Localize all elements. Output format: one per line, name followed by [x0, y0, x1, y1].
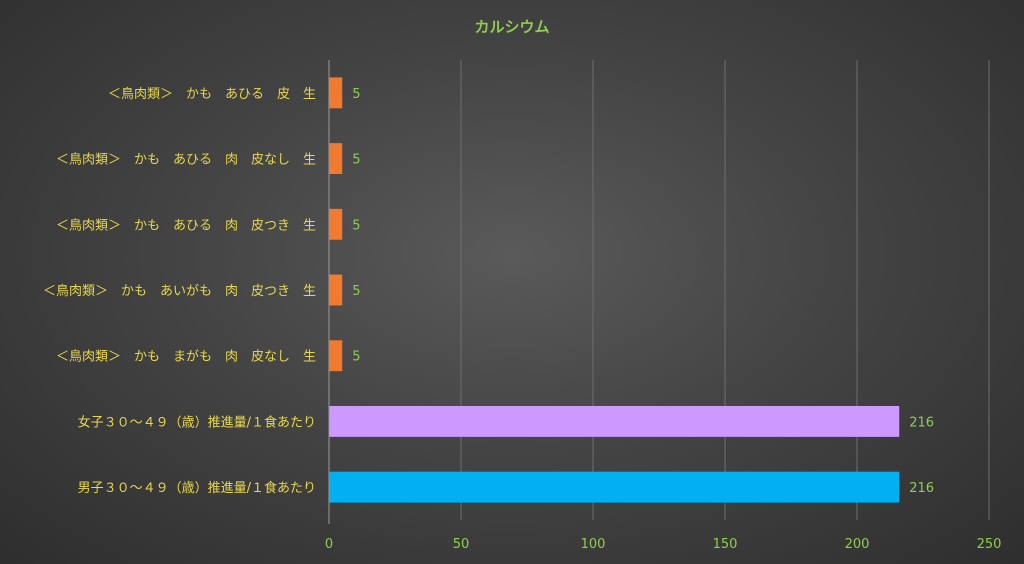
x-tick-label-0: 0 [325, 537, 333, 552]
value-label-4: 5 [352, 350, 360, 365]
value-label-3: 5 [352, 284, 360, 299]
value-label-6: 216 [909, 481, 934, 496]
bar-6 [329, 471, 900, 503]
x-tick-label-200: 200 [845, 537, 870, 552]
value-label-0: 5 [352, 87, 360, 102]
category-label-3: ＜鳥肉類＞ かも あいがも 肉 皮つき 生 [43, 284, 316, 299]
value-label-1: 5 [352, 153, 360, 168]
bar-3 [329, 274, 343, 306]
category-label-0: ＜鳥肉類＞ かも あひる 皮 生 [108, 87, 316, 102]
gridlines [460, 60, 990, 520]
x-tick-label-50: 50 [453, 537, 470, 552]
bar-5 [329, 405, 900, 437]
category-label-2: ＜鳥肉類＞ かも あひる 肉 皮つき 生 [56, 218, 316, 233]
value-label-5: 216 [909, 415, 934, 430]
bar-4 [329, 340, 343, 372]
value-label-2: 5 [352, 218, 360, 233]
bars [329, 77, 900, 503]
value-labels: 5 5 5 5 5 216 216 [352, 87, 934, 496]
x-axis-ticks: 0 50 100 150 200 250 [325, 537, 1002, 552]
bar-1 [329, 143, 343, 175]
chart-title: カルシウム [474, 18, 549, 36]
x-tick-label-150: 150 [713, 537, 738, 552]
category-label-4: ＜鳥肉類＞ かも まがも 肉 皮なし 生 [56, 350, 316, 365]
category-labels: ＜鳥肉類＞ かも あひる 皮 生 ＜鳥肉類＞ かも あひる 肉 皮なし 生 ＜鳥肉類… [43, 87, 316, 496]
category-label-5: 女子３０～４９（歳）推進量/１食あたり [78, 414, 316, 430]
x-tick-label-250: 250 [977, 537, 1002, 552]
x-tick-label-100: 100 [581, 537, 606, 552]
category-label-6: 男子３０～４９（歳）推進量/１食あたり [78, 480, 316, 496]
bar-2 [329, 208, 343, 240]
bar-0 [329, 77, 343, 109]
category-label-1: ＜鳥肉類＞ かも あひる 肉 皮なし 生 [56, 153, 316, 168]
